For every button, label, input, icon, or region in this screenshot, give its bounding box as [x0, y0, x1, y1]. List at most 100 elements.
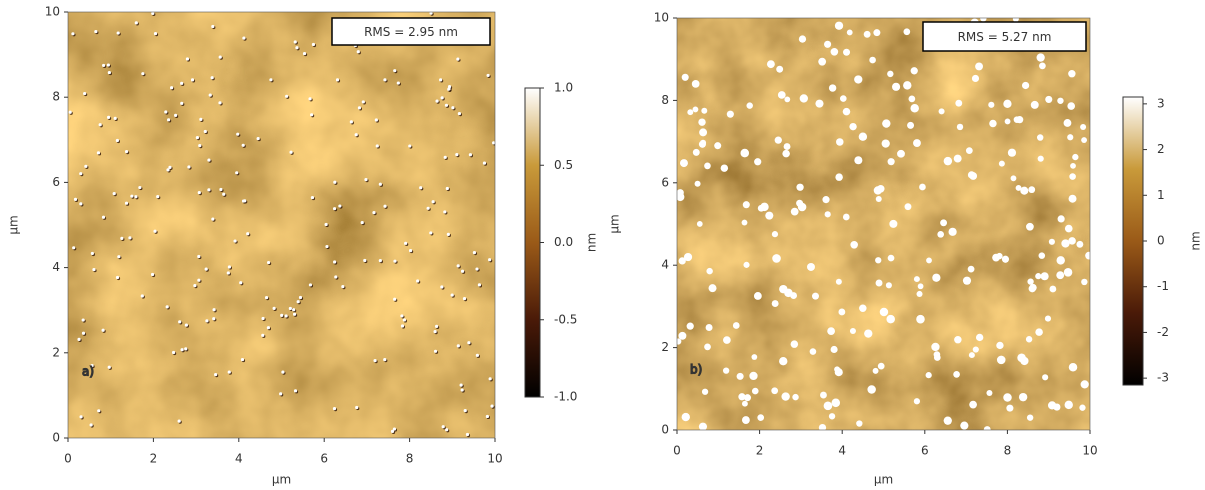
particle	[213, 308, 216, 311]
particle	[174, 114, 177, 117]
particle	[727, 111, 734, 118]
particle	[267, 326, 270, 329]
particle	[107, 63, 110, 66]
particle	[1080, 124, 1086, 130]
particle	[154, 32, 157, 35]
particle	[205, 268, 208, 271]
particle	[678, 332, 686, 340]
particle	[460, 384, 463, 387]
particle	[69, 111, 72, 114]
particle	[709, 284, 717, 292]
particle	[125, 202, 128, 205]
particle	[907, 122, 914, 129]
particle	[383, 358, 386, 361]
particle	[191, 78, 194, 81]
particle	[219, 188, 222, 191]
particle	[926, 372, 932, 378]
particle	[986, 390, 992, 396]
particle	[469, 153, 472, 156]
particle	[784, 143, 791, 150]
particle	[1081, 279, 1087, 285]
particle	[996, 253, 1002, 259]
particle	[333, 181, 336, 184]
surface-texture	[68, 12, 495, 438]
particle	[751, 354, 757, 360]
particle	[1038, 156, 1044, 162]
particle	[376, 144, 379, 147]
particle	[375, 118, 378, 121]
particle	[874, 186, 882, 194]
particle	[383, 78, 386, 81]
particle	[843, 108, 851, 116]
x-tick-label: 4	[838, 444, 846, 458]
particle	[393, 260, 396, 263]
particle	[372, 211, 375, 214]
particle	[151, 273, 154, 276]
particle	[120, 237, 123, 240]
particle	[235, 171, 238, 174]
particle	[455, 153, 458, 156]
particle	[1011, 175, 1017, 181]
particle	[207, 158, 210, 161]
particle	[827, 327, 835, 335]
particle	[779, 285, 787, 293]
particle	[289, 151, 292, 154]
particle	[483, 162, 486, 165]
particle	[419, 186, 422, 189]
x-tick-label: 4	[235, 452, 243, 466]
particle	[379, 259, 382, 262]
particle	[273, 307, 276, 310]
particle	[114, 117, 117, 120]
particle	[83, 92, 86, 95]
particle	[791, 208, 799, 216]
particle	[246, 232, 249, 235]
particle	[207, 188, 210, 191]
particle	[909, 95, 916, 102]
particle	[682, 413, 690, 421]
particle	[199, 118, 202, 121]
particle	[743, 262, 749, 268]
particle	[1020, 357, 1028, 365]
particle	[285, 95, 288, 98]
particle	[1076, 241, 1083, 248]
particle	[740, 149, 749, 158]
particle	[280, 314, 283, 317]
particle	[782, 150, 790, 158]
particle	[792, 394, 798, 400]
particle	[1005, 118, 1011, 124]
particle	[807, 263, 815, 271]
particle	[831, 48, 839, 56]
particle	[843, 214, 850, 221]
particle	[82, 318, 85, 321]
panel-label: a)	[82, 365, 94, 379]
particle	[355, 133, 358, 136]
particle	[218, 101, 221, 104]
particle	[969, 172, 977, 180]
x-tick-label: 8	[1004, 444, 1012, 458]
particle	[704, 343, 711, 350]
particle	[311, 196, 314, 199]
particle	[1013, 16, 1019, 22]
particle	[429, 231, 432, 234]
particle	[873, 29, 880, 36]
particle	[790, 292, 797, 299]
particle	[771, 387, 778, 394]
particle	[362, 100, 365, 103]
particle	[892, 83, 900, 91]
particle	[476, 354, 479, 357]
particle	[400, 314, 403, 317]
particle	[108, 366, 111, 369]
particle	[166, 168, 169, 171]
y-tick-label: 6	[661, 175, 669, 189]
particle	[71, 32, 74, 35]
particle	[187, 165, 190, 168]
particle	[451, 106, 454, 109]
particle	[205, 319, 208, 322]
panel-label: b)	[690, 363, 702, 377]
colorbar-tick-label: 1	[1157, 188, 1165, 202]
y-tick-label: 4	[52, 260, 60, 274]
particle	[309, 283, 312, 286]
particle	[79, 415, 82, 418]
particle	[836, 138, 844, 146]
particle	[488, 258, 491, 261]
